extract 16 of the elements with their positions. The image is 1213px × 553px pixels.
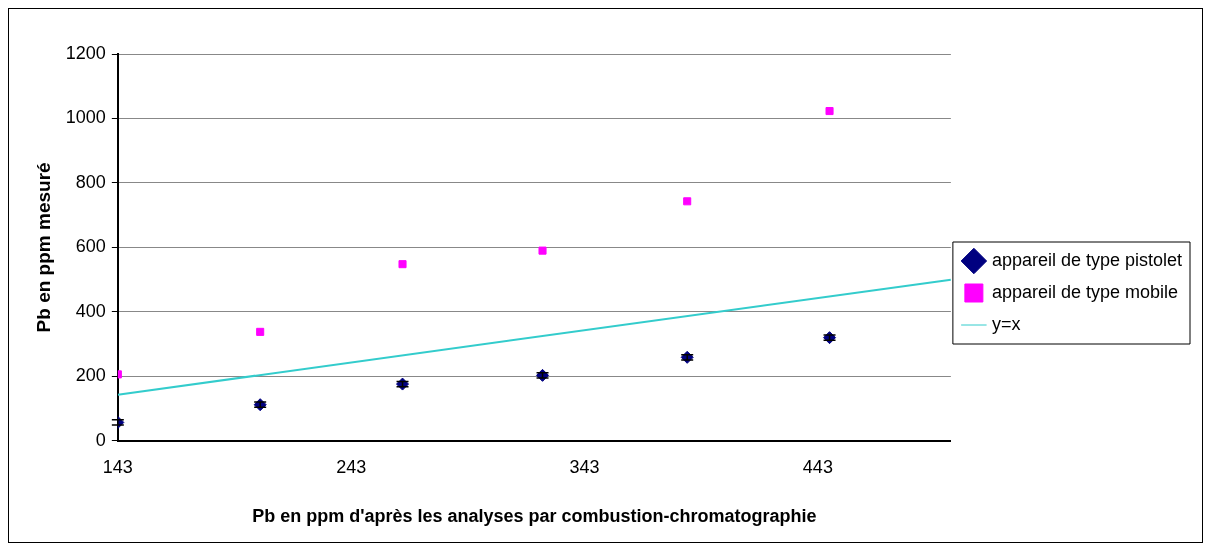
y-axis-title: Pb en ppm mesuré <box>32 162 54 333</box>
y-tick-label: 600 <box>75 236 106 257</box>
legend-label: appareil de type mobile <box>991 281 1178 302</box>
y-tick-label: 400 <box>75 300 106 321</box>
y-tick-label: 0 <box>95 429 106 450</box>
legend-label: y=x <box>991 313 1021 334</box>
x-tick-label: 443 <box>802 456 833 477</box>
y-tick-label: 800 <box>75 171 106 192</box>
y-tick-label: 1000 <box>65 107 106 128</box>
y-tick-label: 1200 <box>65 42 106 63</box>
legend-label: appareil de type pistolet <box>991 249 1182 270</box>
x-axis-title: Pb en ppm d'après les analyses par combustion-chromatographie <box>252 506 817 527</box>
x-tick-label: 243 <box>336 456 367 477</box>
x-tick-label: 343 <box>569 456 600 477</box>
y-tick-label: 200 <box>75 365 106 386</box>
x-tick-label: 143 <box>102 456 133 477</box>
